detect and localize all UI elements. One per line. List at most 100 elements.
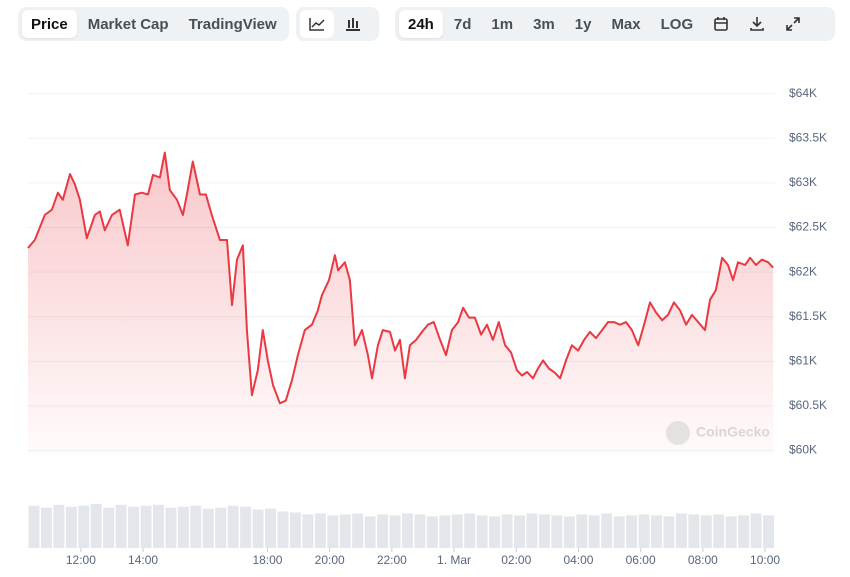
volume-bar — [501, 514, 513, 548]
view-tabs: Price Market Cap TradingView — [18, 7, 289, 41]
volume-bar — [165, 507, 177, 548]
x-tick-label: 1. Mar — [437, 553, 471, 567]
watermark: CoinGecko — [666, 421, 770, 445]
volume-bar — [352, 513, 364, 548]
range-tab[interactable]: 1y — [574, 15, 592, 33]
y-tick-label: $60.5K — [789, 398, 827, 412]
range-tab[interactable]: Max — [611, 15, 641, 33]
volume-bar — [364, 516, 376, 548]
candle-chart-button[interactable] — [336, 10, 370, 38]
fullscreen-button[interactable] — [776, 10, 810, 38]
y-tick-label: $64K — [789, 86, 817, 100]
range-tab[interactable]: 3m — [533, 15, 555, 33]
volume-bar — [90, 503, 102, 548]
volume-bar — [177, 506, 189, 548]
volume-bar — [65, 506, 77, 548]
volume-bar — [389, 515, 401, 548]
range-tab[interactable]: LOG — [660, 15, 694, 33]
volume-bar — [626, 515, 638, 548]
volume-bar — [588, 515, 600, 548]
x-tick-label: 14:00 — [128, 553, 158, 567]
volume-bar — [538, 514, 550, 548]
x-tick-label: 06:00 — [626, 553, 656, 567]
x-tick-label: 08:00 — [688, 553, 718, 567]
x-tick-label: 04:00 — [563, 553, 593, 567]
volume-bar — [663, 516, 675, 548]
volume-bar — [327, 515, 339, 548]
price-line — [27, 151, 774, 405]
volume-bar — [576, 514, 588, 548]
volume-bar — [302, 514, 314, 548]
view-tab[interactable]: TradingView — [188, 15, 277, 33]
x-tick-label: 22:00 — [377, 553, 407, 567]
volume-bar — [128, 506, 140, 548]
x-tick-label: 10:00 — [750, 553, 780, 567]
volume-bar — [115, 504, 127, 548]
volume-bar — [40, 507, 52, 548]
y-tick-label: $61.5K — [789, 309, 827, 323]
volume-bar — [377, 514, 389, 548]
volume-bar — [738, 515, 750, 548]
y-tick-label: $60K — [789, 443, 817, 457]
volume-bar — [227, 505, 239, 548]
volume-bar — [675, 513, 687, 548]
volume-bar — [651, 515, 662, 548]
y-tick-label: $62K — [789, 264, 817, 278]
x-tick-label: 12:00 — [66, 553, 96, 567]
y-tick-label: $62.5K — [789, 220, 827, 234]
volume-bar — [339, 514, 351, 548]
download-button[interactable] — [740, 10, 774, 38]
volume-bar — [103, 507, 115, 548]
volume-bar — [750, 513, 762, 548]
icon — [714, 17, 728, 31]
volume-bar — [402, 513, 413, 548]
volume-bar — [265, 508, 276, 548]
x-tick-label: 18:00 — [252, 553, 282, 567]
volume-bar — [700, 515, 712, 548]
volume-bar — [28, 505, 40, 548]
chart-style-tabs — [296, 7, 379, 41]
x-tick-label: 20:00 — [315, 553, 345, 567]
volume-bar — [476, 515, 488, 548]
volume-bar — [314, 513, 326, 548]
watermark-logo — [666, 421, 690, 445]
volume-bar — [190, 505, 202, 548]
calendar-button[interactable] — [704, 10, 738, 38]
volume-bar — [439, 515, 451, 548]
volume-bar — [252, 509, 264, 548]
volume-bar — [451, 514, 463, 548]
plot — [27, 151, 774, 548]
line-chart-button[interactable] — [300, 10, 334, 38]
y-tick-label: $61K — [789, 353, 817, 367]
volume-bar — [725, 516, 737, 548]
volume-bar — [414, 514, 426, 548]
y-tick-label: $63K — [789, 175, 817, 189]
volume-bar — [638, 514, 650, 548]
range-tab[interactable]: 7d — [453, 15, 472, 33]
volume-bar — [140, 505, 152, 548]
volume-bar — [613, 516, 625, 548]
volume-bar — [489, 516, 501, 548]
volume-bar — [277, 511, 289, 548]
candle-icon — [346, 18, 360, 31]
icon — [750, 17, 764, 31]
volume-bar — [713, 514, 725, 548]
volume-bar — [563, 516, 575, 548]
volume-bar — [78, 505, 90, 548]
volume-bar — [688, 514, 700, 548]
watermark-text: CoinGecko — [696, 424, 770, 440]
y-tick-label: $63.5K — [789, 130, 827, 144]
view-tab[interactable]: Market Cap — [87, 15, 169, 33]
volume-bar — [601, 513, 613, 548]
range-tab[interactable]: 24h — [399, 10, 443, 38]
volume-bar — [464, 513, 476, 548]
volume-bar — [426, 516, 438, 548]
price-area — [28, 152, 774, 455]
view-tab[interactable]: Price — [22, 10, 77, 38]
range-tab[interactable]: 1m — [491, 15, 514, 33]
volume-bar — [153, 504, 164, 548]
volume-bar — [240, 506, 252, 548]
volume-bar — [215, 507, 227, 548]
volume-bar — [53, 504, 65, 548]
